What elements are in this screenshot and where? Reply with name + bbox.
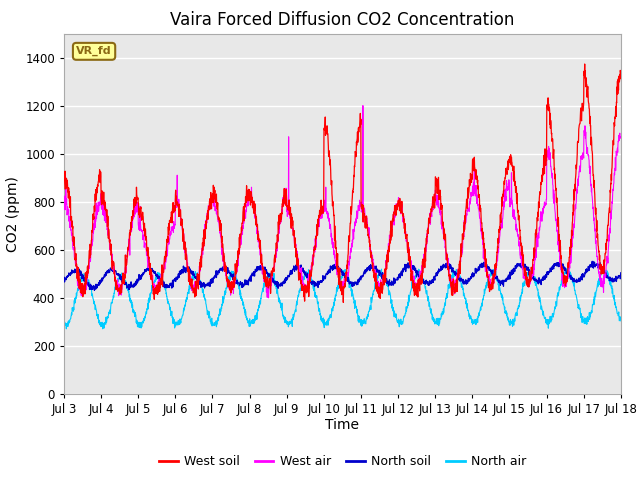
North soil — [359, 273, 367, 278]
West air — [584, 145, 591, 151]
North soil — [60, 279, 68, 285]
North air — [584, 314, 591, 320]
North soil — [216, 268, 223, 274]
West soil — [568, 233, 575, 239]
West air — [359, 196, 367, 202]
North air — [371, 284, 379, 290]
North soil — [568, 276, 575, 281]
Title: Vaira Forced Diffusion CO2 Concentration: Vaira Forced Diffusion CO2 Concentration — [170, 11, 515, 29]
West soil — [60, 186, 68, 192]
Line: North air: North air — [64, 267, 621, 329]
West soil — [617, 72, 625, 77]
West air — [371, 267, 379, 273]
North soil — [584, 267, 591, 273]
North air — [216, 309, 223, 315]
West air — [359, 103, 367, 108]
West air — [60, 204, 68, 210]
Legend: West soil, West air, North soil, North air: West soil, West air, North soil, North a… — [154, 450, 531, 473]
West soil — [504, 167, 512, 172]
Y-axis label: CO2 (ppm): CO2 (ppm) — [6, 176, 20, 252]
North soil — [371, 264, 379, 269]
West air — [265, 295, 273, 300]
West air — [617, 134, 625, 140]
North air — [359, 317, 367, 323]
North air — [504, 315, 512, 321]
West soil — [584, 87, 591, 93]
North air — [63, 326, 70, 332]
X-axis label: Time: Time — [325, 419, 360, 432]
North soil — [504, 272, 512, 278]
West soil — [371, 270, 379, 276]
North soil — [91, 288, 99, 293]
Line: North soil: North soil — [64, 262, 621, 290]
West soil — [359, 204, 367, 209]
North air — [617, 318, 625, 324]
West soil — [581, 61, 589, 67]
Text: VR_fd: VR_fd — [76, 46, 112, 57]
Line: West air: West air — [64, 106, 621, 298]
North air — [60, 322, 68, 327]
West air — [505, 183, 513, 189]
West soil — [216, 216, 223, 222]
North air — [564, 264, 572, 270]
West air — [568, 244, 576, 250]
North soil — [588, 259, 596, 264]
North air — [568, 274, 576, 280]
West soil — [339, 300, 347, 305]
North soil — [617, 270, 625, 276]
Line: West soil: West soil — [64, 64, 621, 302]
West air — [216, 224, 223, 229]
